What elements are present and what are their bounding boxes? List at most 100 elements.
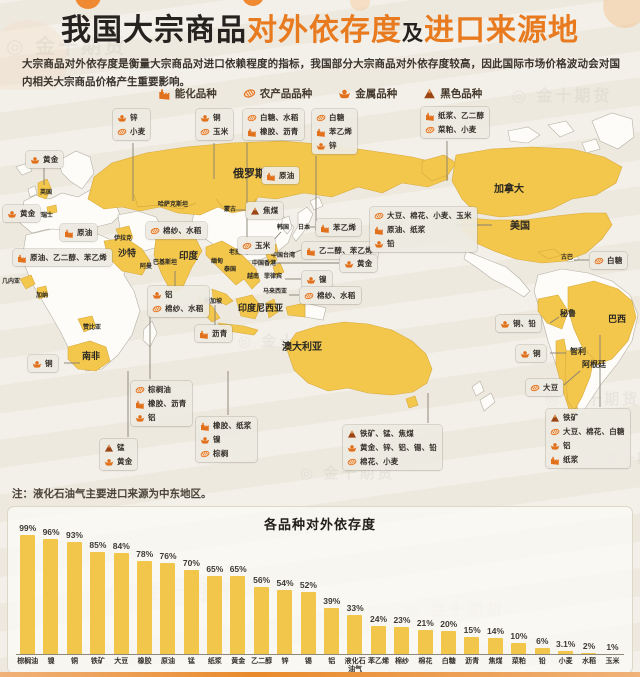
bar-category-label: 铁矿: [90, 658, 105, 665]
commodity-row: 黄金: [7, 207, 35, 220]
commodity-names: 原油、纸浆: [387, 225, 426, 234]
commodity-names: 大豆、棉花、白糖: [563, 427, 625, 436]
bar-value-label: 39%: [323, 595, 341, 606]
bar-value-label: 78%: [136, 548, 154, 559]
brand-watermark: ◎ 金十期货: [512, 88, 613, 105]
commodity-label-box: 白糖: [590, 252, 628, 269]
commodity-row: 原油、乙二醇、苯乙烯: [17, 251, 107, 264]
country-label: 老挝: [229, 250, 242, 256]
bar-item: 1%: [601, 531, 624, 655]
bar-category-label: 苯乙烯: [368, 658, 390, 665]
agri-icon: [117, 127, 127, 137]
bar-category-label: 锌: [281, 658, 289, 665]
ferrous-icon: [550, 413, 560, 423]
country-label: 伊拉克: [114, 236, 133, 242]
energy-icon: [374, 225, 384, 235]
commodity-row: 黄金: [104, 455, 132, 468]
bar-category-label: 铅: [538, 658, 546, 665]
bar-item: 65%: [203, 531, 226, 655]
bar: [253, 587, 269, 655]
commodity-row: 原油、纸浆: [374, 223, 472, 236]
commodity-row: 菜粕、小麦: [425, 123, 484, 136]
commodity-label-box: 橡胶、纸浆镍棕榈: [196, 417, 257, 462]
country-label: 泰国: [224, 267, 237, 273]
agri-icon: [304, 291, 314, 301]
x-axis-labels: 棕榈油 镍 铜 铁矿 大豆 橡胶 原油 锰 纸浆 黄金 乙二醇 锌 锡 铝 液化石油气 苯乙烯 棉纱 棉花 白糖 沥青…: [16, 656, 624, 673]
country-label: 中国香港: [252, 261, 277, 267]
country-label: 越南: [247, 274, 260, 280]
commodity-names: 锌: [329, 141, 337, 150]
bar-item: 56%: [250, 531, 273, 655]
bar-value-label: 24%: [370, 613, 388, 624]
metal-icon: [520, 349, 530, 359]
x-axis-line: [16, 654, 624, 655]
country-label: 美国: [510, 221, 530, 232]
commodity-row: 白糖、水稻: [247, 111, 299, 124]
commodity-names: 铜: [533, 349, 541, 358]
energy-icon: [64, 228, 74, 238]
ferrous-icon: [250, 206, 260, 216]
commodity-label-box: 铜、铅: [496, 315, 542, 332]
agri-icon: [374, 211, 384, 221]
commodity-names: 棕榈: [213, 449, 229, 458]
energy-icon: [247, 127, 257, 137]
bar-item: 84%: [110, 531, 133, 655]
legend-label: 金属品种: [355, 88, 398, 100]
commodity-names: 苯乙烯: [329, 127, 353, 136]
commodity-names: 菜粕、小麦: [438, 125, 477, 134]
commodity-names: 铝: [165, 290, 173, 299]
bar-series: 99% 96% 93% 85% 84% 78% 76% 70% 65% 65% 56% 54% 52% 3…: [16, 523, 624, 655]
agri-icon: [530, 383, 540, 393]
commodity-row: 纸浆: [550, 453, 625, 466]
commodity-label-box: 苯乙烯: [316, 219, 362, 236]
commodity-names: 棉花、小麦: [360, 457, 399, 466]
commodity-row: 铜: [32, 357, 53, 370]
bar: [464, 636, 480, 655]
energy-icon: [425, 111, 435, 121]
commodity-row: 锌: [117, 111, 145, 124]
bar-item: 65%: [227, 531, 250, 655]
bar-item: 76%: [156, 531, 179, 655]
ferrous-icon: [104, 443, 114, 453]
title-part: 及: [402, 22, 424, 45]
bar: [66, 542, 82, 655]
map-base-svg: [15, 112, 639, 437]
bar-item: 54%: [273, 531, 296, 655]
bar: [534, 647, 550, 655]
commodity-row: 橡胶、纸浆: [200, 419, 252, 432]
commodity-label-box: 原油、乙二醇、苯乙烯: [13, 249, 112, 266]
commodity-row: 铜、铅: [500, 317, 536, 330]
bar-item: 85%: [86, 531, 109, 655]
commodity-row: 原油: [64, 226, 92, 239]
bar-item: 78%: [133, 531, 156, 655]
commodity-names: 黄金: [357, 259, 373, 268]
commodity-row: 铁矿、锰、焦煤: [347, 427, 437, 440]
commodity-label-box: 黄金: [3, 205, 41, 222]
commodity-row: 铅: [374, 237, 472, 250]
commodity-label-box: 铁矿 大豆、棉花、白糖铝纸浆: [546, 409, 630, 468]
metal-icon: [104, 457, 114, 467]
commodity-label-box: 白糖 苯乙烯锌: [312, 109, 358, 154]
country-label: 俄罗斯: [233, 168, 266, 180]
metal-icon: [117, 113, 127, 123]
commodity-label-box: 镍: [302, 271, 332, 288]
commodity-row: 玉米: [242, 239, 270, 252]
bar-category-label: 镍: [47, 658, 55, 665]
commodity-row: 焦煤: [250, 204, 278, 217]
commodity-row: 棉纱、水稻: [304, 289, 356, 302]
commodity-row: 橡胶、沥青: [135, 397, 187, 410]
commodity-row: 玉米: [200, 125, 228, 138]
commodity-label-box: 大豆、棉花、小麦、玉米 原油、纸浆铅: [370, 207, 477, 252]
commodity-row: 沥青: [199, 327, 227, 340]
bar: [441, 630, 456, 655]
metal-icon: [344, 259, 354, 269]
commodity-row: 棉花、小麦: [347, 455, 437, 468]
commodity-row: 铜: [200, 111, 228, 124]
bar-category-label: 铜: [70, 658, 78, 665]
commodity-names: 原油: [279, 171, 295, 180]
bar-item: 23%: [390, 531, 413, 655]
commodity-label-box: 黄金: [26, 151, 64, 168]
country-label: 蒙古: [224, 207, 237, 213]
commodity-row: 苯乙烯: [316, 125, 352, 138]
bar-value-label: 3.1%: [555, 639, 576, 650]
